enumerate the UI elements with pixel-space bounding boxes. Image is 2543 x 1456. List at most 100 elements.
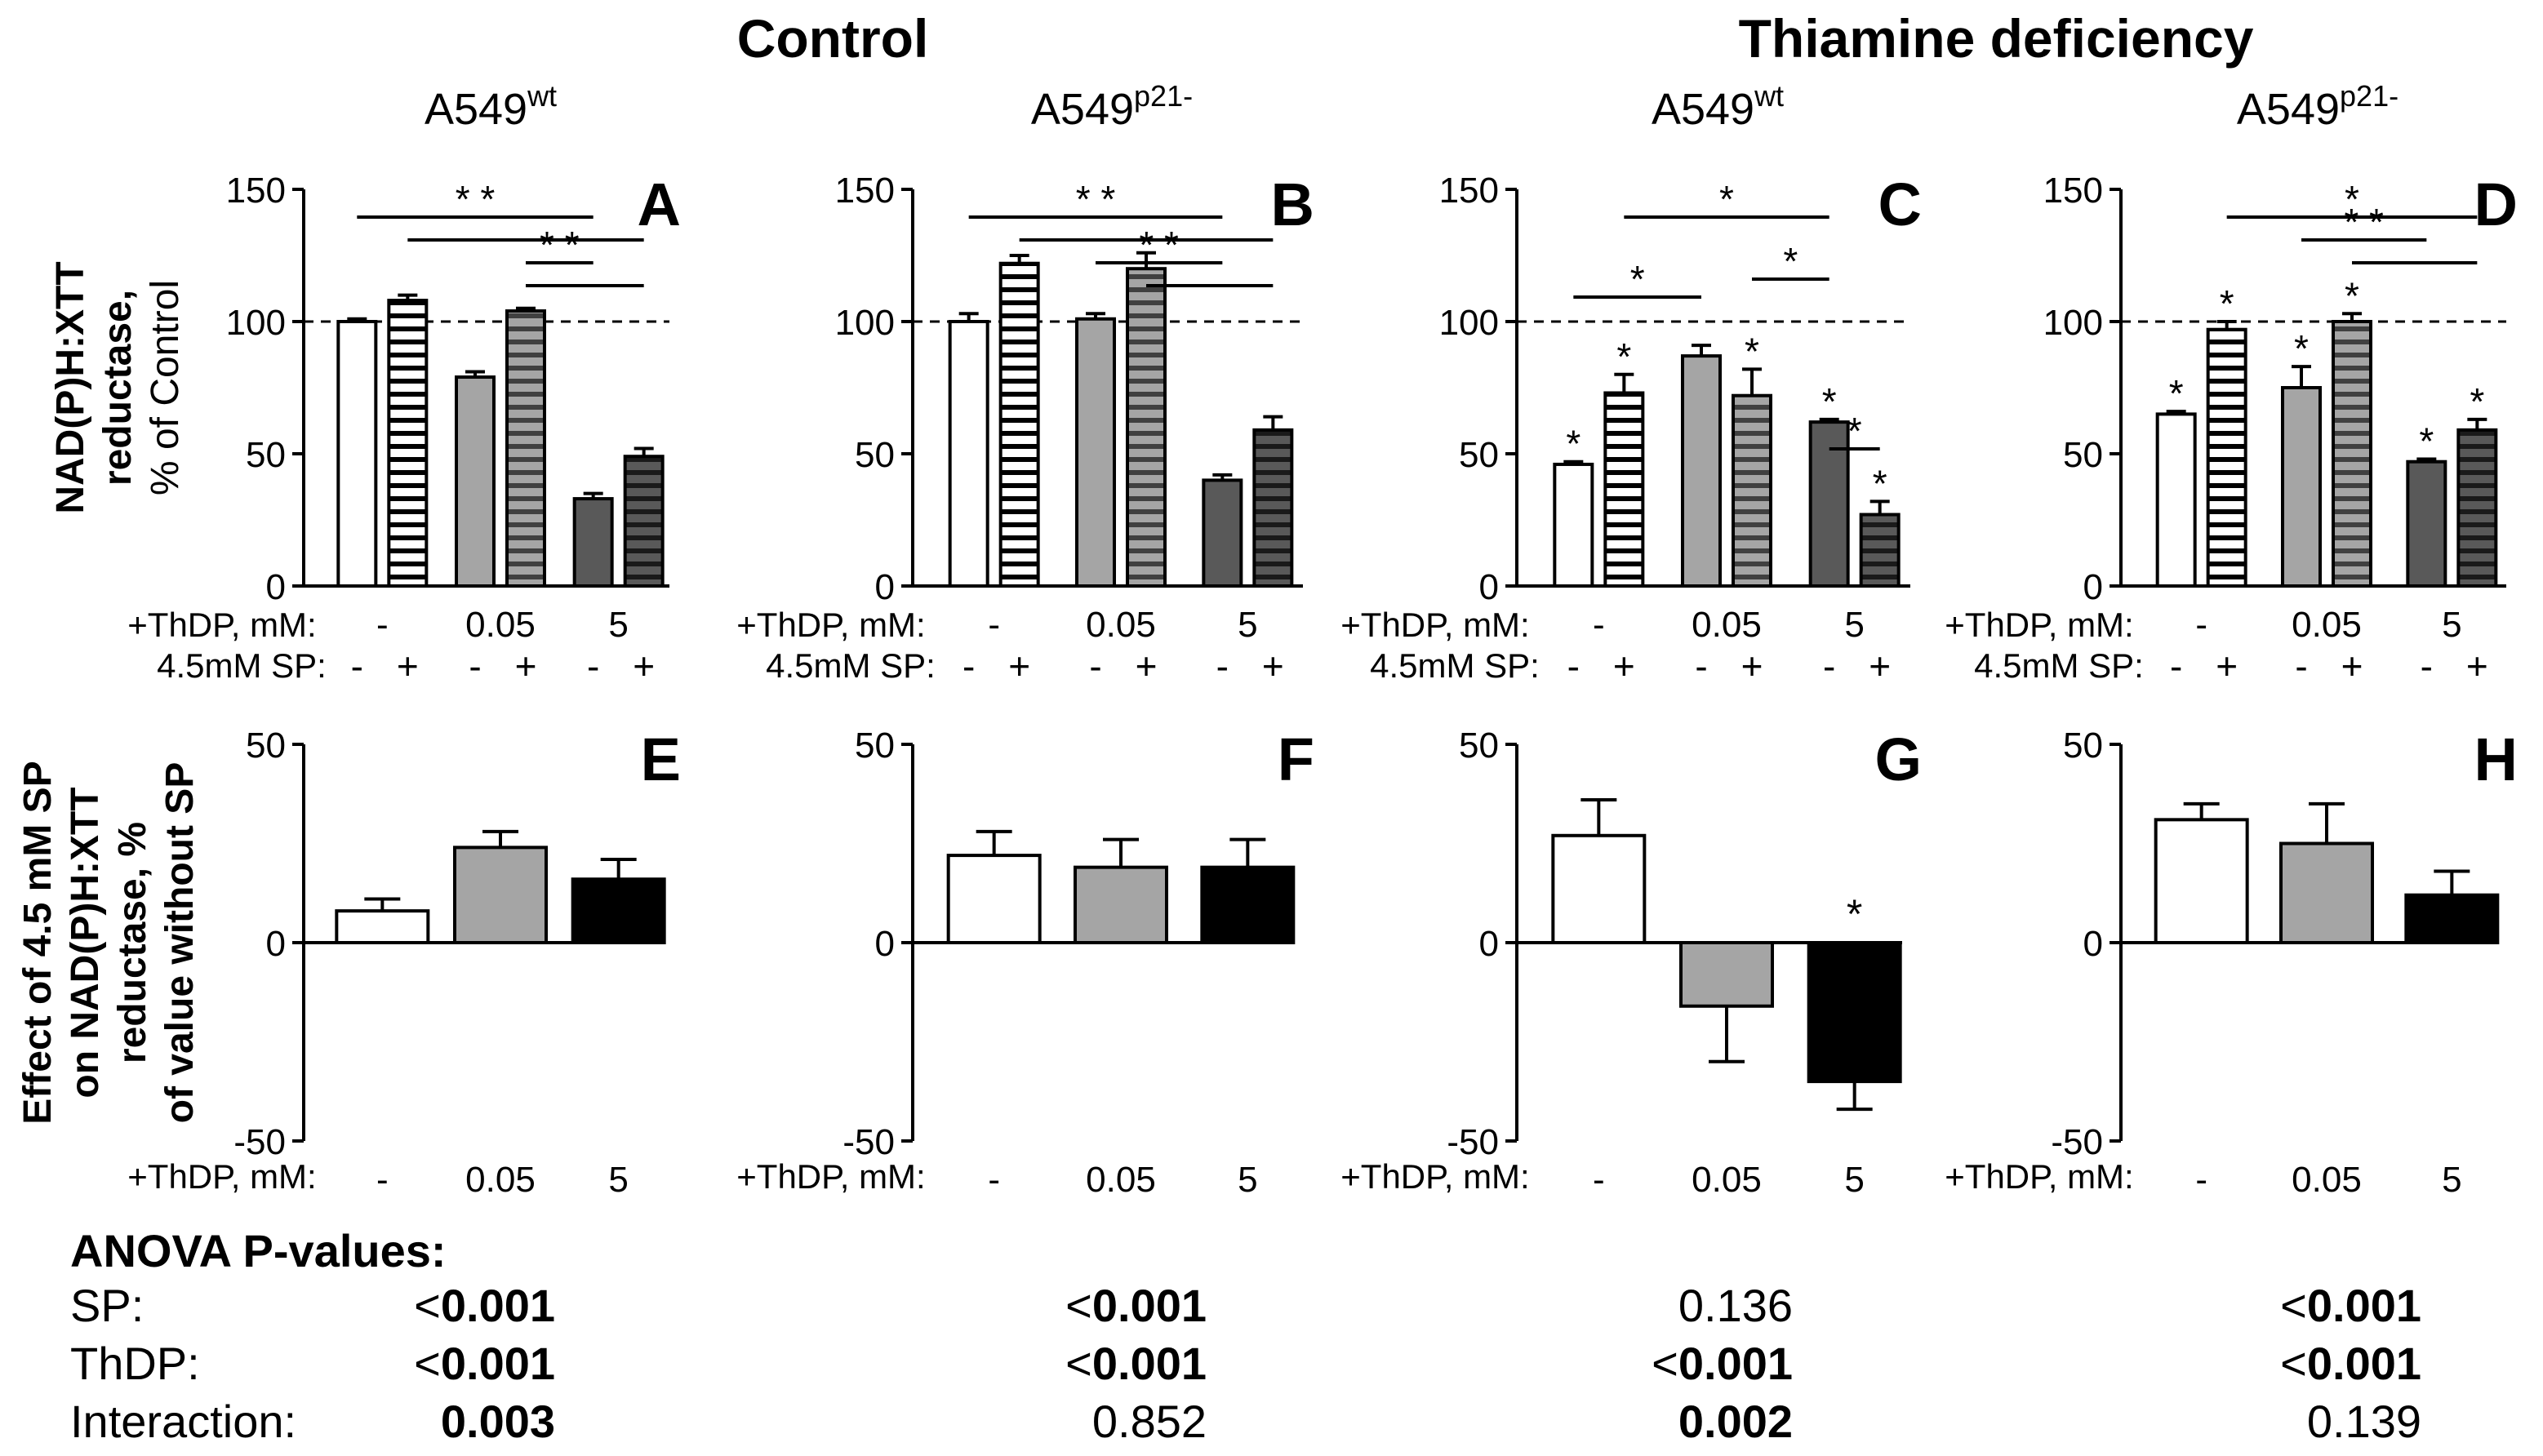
bracket-mark: * [1630, 258, 1645, 300]
sp-tick-label: - [2295, 645, 2307, 687]
p-value-number: 0.003 [440, 1396, 555, 1447]
bar [336, 320, 378, 588]
bracket-mark: * * [456, 178, 496, 220]
bar [1603, 391, 1645, 588]
panel-letter: E [641, 726, 681, 793]
bar [1681, 354, 1722, 588]
p-value-prefix: < [414, 1338, 441, 1389]
bar [453, 846, 548, 944]
thdp-row-label: +ThDP, mM: [127, 1157, 316, 1196]
cell-line-sup: p21- [1134, 79, 1193, 113]
significance-star: * [2169, 372, 2184, 415]
bar [2456, 428, 2498, 588]
anova-p-value: <0.001 [1065, 1283, 1207, 1329]
thdp-tick-label: - [988, 605, 1000, 645]
anova-row-label: SP: [70, 1280, 144, 1331]
thdp-tick-label: - [988, 1160, 1000, 1200]
sp-tick-label: - [469, 645, 481, 687]
cell-line-sup: wt [1754, 79, 1784, 113]
p-value-number: 0.002 [1678, 1396, 1793, 1447]
anova-row-label: ThDP: [70, 1338, 200, 1389]
anova-p-value: <0.001 [1065, 1341, 1207, 1387]
y-tick-label: 100 [1439, 303, 1499, 343]
anova-p-value: <0.001 [2280, 1341, 2421, 1387]
y-tick-label: 150 [226, 171, 286, 211]
cell-line-title: A549p21- [1031, 79, 1193, 134]
y-tick-label: 0 [875, 924, 895, 964]
y-tick-label: 0 [875, 567, 895, 607]
bar [1553, 462, 1594, 588]
bracket-mark: * [1783, 240, 1798, 282]
thdp-tick-label: 5 [2442, 605, 2461, 645]
bracket-mark: * * [2344, 201, 2384, 243]
panel-h: -50 0 50 H +ThDP, mM: - 0.05 5 [1945, 726, 2518, 1200]
significance-star: * [1566, 423, 1580, 465]
group-title-control: Control [737, 8, 929, 69]
anova-p-value: <0.001 [414, 1283, 555, 1329]
panel-letter: B [1271, 171, 1314, 238]
panel-letter: C [1878, 171, 1922, 238]
y-tick-label: 50 [1459, 435, 1499, 475]
sp-tick-label: - [2170, 645, 2182, 687]
bar [2206, 327, 2247, 588]
row1-ylabel-line1: NAD(P)H:XTT [49, 261, 92, 513]
cell-line-sup: p21- [2340, 79, 2399, 113]
bar [1808, 420, 1850, 588]
bar [1126, 267, 1167, 588]
bar [455, 375, 496, 588]
thdp-tick-label: 0.05 [1086, 1160, 1156, 1200]
p-value-number: 0.001 [1091, 1338, 1207, 1389]
thdp-tick-label: 5 [1238, 605, 1257, 645]
bar [2404, 893, 2500, 945]
y-tick-label: 50 [246, 435, 286, 475]
p-value-number: 0.139 [2306, 1396, 2421, 1447]
thdp-tick-label: - [376, 1160, 389, 1200]
sp-tick-label: + [2466, 645, 2488, 687]
bar [1200, 865, 1296, 945]
cell-line-name: A549 [1652, 85, 1754, 134]
p-value-prefix: < [414, 1280, 441, 1331]
p-value-number: 0.001 [2306, 1280, 2421, 1331]
thdp-tick-label: 0.05 [1086, 605, 1156, 645]
sp-tick-label: + [2341, 645, 2363, 687]
sp-tick-label: + [1008, 645, 1030, 687]
y-tick-label: 50 [855, 435, 895, 475]
anova-p-value: 0.139 [2307, 1399, 2421, 1445]
panel-letter: D [2474, 171, 2518, 238]
cell-line-name: A549 [1031, 85, 1134, 134]
y-tick-label: 50 [2063, 726, 2103, 766]
bar [998, 261, 1040, 588]
row1-ylabel-line3: % of Control [144, 280, 187, 495]
sp-row-label: 4.5mM SP: [766, 646, 936, 685]
thdp-tick-label: 0.05 [465, 1160, 536, 1200]
p-value-number: 0.852 [1091, 1396, 1207, 1447]
bar [572, 497, 614, 588]
cell-line-title: A549p21- [2237, 79, 2399, 134]
y-tick-label: 50 [1459, 726, 1499, 766]
significance-star: * [2419, 419, 2434, 462]
p-value-prefix: < [2280, 1280, 2307, 1331]
bar [948, 320, 989, 588]
sp-tick-label: - [587, 645, 599, 687]
p-value-prefix: < [1652, 1338, 1678, 1389]
panel-letter: G [1874, 726, 1922, 793]
y-tick-label: 100 [226, 303, 286, 343]
y-tick-label: -50 [842, 1122, 895, 1162]
anova-title: ANOVA P-values: [70, 1225, 447, 1276]
row2-ylabel-line1: Effect of 4.5 mM SP [16, 761, 60, 1124]
thdp-row-label: +ThDP, mM: [1945, 1157, 2133, 1196]
cell-line-title: A549wt [1652, 79, 1784, 134]
thdp-row-label: +ThDP, mM: [1340, 606, 1529, 644]
thdp-tick-label: 5 [1844, 1160, 1864, 1200]
thdp-tick-label: 0.05 [465, 605, 536, 645]
y-tick-label: 0 [2083, 924, 2103, 964]
significance-star: * [1822, 380, 1837, 423]
p-value-number: 0.136 [1678, 1280, 1793, 1331]
sp-tick-label: + [1869, 645, 1891, 687]
bar [623, 455, 665, 588]
y-tick-label: 150 [835, 171, 895, 211]
sp-tick-label: + [633, 645, 655, 687]
cell-line-title: A549wt [425, 79, 557, 134]
